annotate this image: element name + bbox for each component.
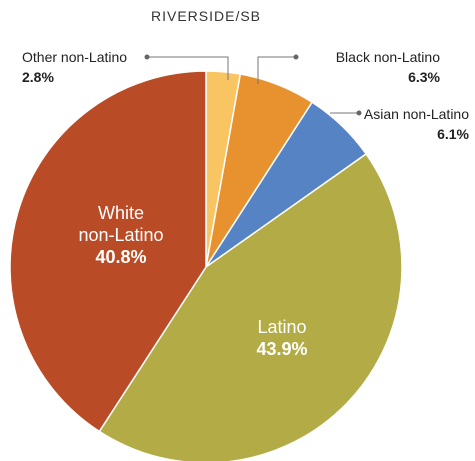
slice-label-latino: Latino bbox=[257, 317, 306, 337]
pie-slice-white-non-latino bbox=[9, 70, 207, 433]
leader-lines bbox=[144, 54, 362, 116]
leader-dot-other-non-latino bbox=[144, 54, 150, 60]
slice-label-other-non-latino: Other non-Latino bbox=[22, 49, 127, 65]
slice-label-white-non-latino: non-Latino bbox=[78, 225, 163, 245]
pie-slices bbox=[9, 70, 403, 461]
slice-value-white-non-latino: 40.8% bbox=[95, 247, 146, 267]
slice-value-other-non-latino: 2.8% bbox=[22, 69, 54, 85]
chart-title: RIVERSIDE/SB bbox=[151, 8, 261, 24]
slice-value-black-non-latino: 6.3% bbox=[408, 69, 440, 85]
leader-dot-asian-non-latino bbox=[356, 110, 362, 116]
slice-label-black-non-latino: Black non-Latino bbox=[336, 49, 441, 65]
slice-value-latino: 43.9% bbox=[256, 339, 307, 359]
leader-line-other-non-latino bbox=[147, 56, 229, 80]
leader-line-black-non-latino bbox=[257, 56, 296, 84]
slice-label-asian-non-latino: Asian non-Latino bbox=[364, 106, 469, 122]
pie-slice-latino bbox=[98, 152, 403, 461]
slice-labels: Other non-Latino 2.8% Black non-Latino 6.3%… bbox=[22, 49, 470, 359]
slice-value-asian-non-latino: 6.1% bbox=[437, 126, 469, 142]
leader-dot-black-non-latino bbox=[293, 54, 299, 60]
slice-label-white-non-latino: White bbox=[98, 203, 144, 223]
